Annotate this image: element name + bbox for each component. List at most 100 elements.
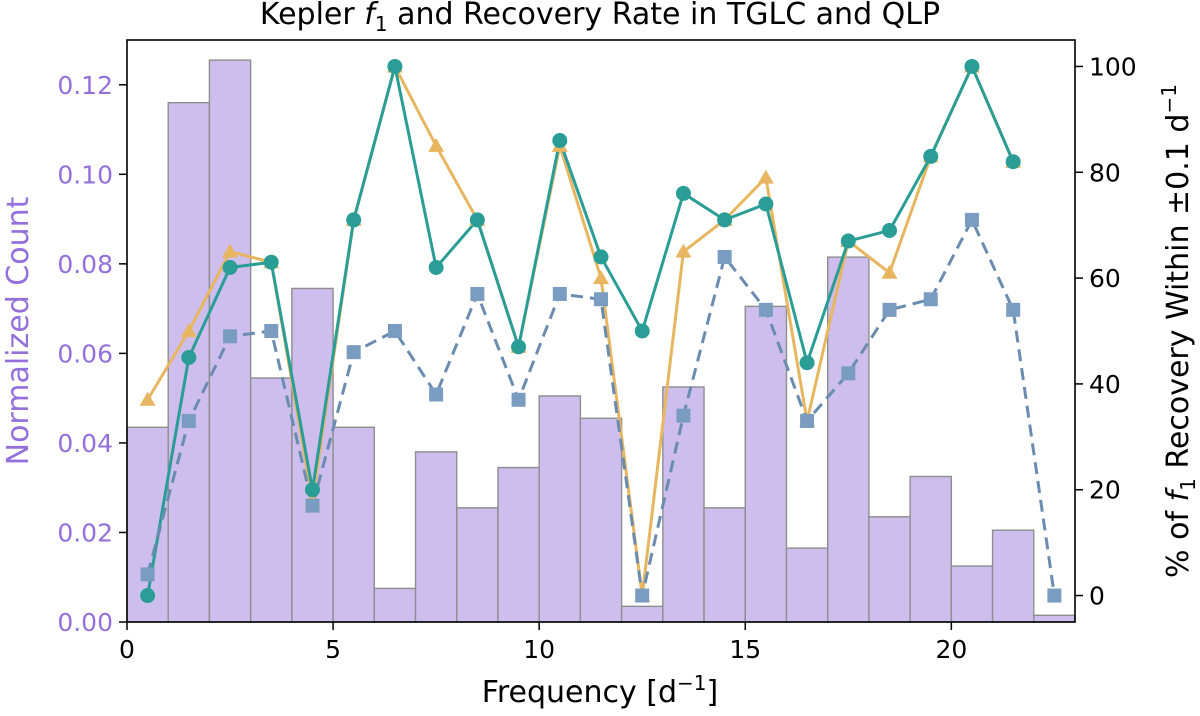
data-point-circle: [675, 185, 691, 201]
data-point-square: [181, 413, 196, 428]
right-axis-ticks: 0 20 40 60 80 100: [1075, 52, 1137, 611]
x-tick-label: 10: [523, 635, 555, 664]
right-tick-label: 40: [1089, 370, 1121, 399]
histogram-bar: [909, 475, 953, 623]
histogram-bar: [620, 605, 664, 623]
histogram-bar: [744, 305, 788, 623]
data-point-circle: [758, 196, 774, 212]
histogram-bar: [579, 417, 623, 623]
histogram-bar: [332, 426, 376, 623]
right-tick-label: 100: [1089, 52, 1137, 81]
data-point-circle: [511, 339, 527, 355]
histogram-bar: [703, 507, 746, 623]
histogram-bar: [373, 587, 417, 623]
right-tick-label: 20: [1089, 476, 1121, 505]
series-line-circle: [146, 64, 1015, 596]
x-axis-ticks: 0 5 10 15 20: [119, 622, 967, 664]
data-point-circle: [593, 249, 609, 265]
data-point-square: [635, 588, 650, 603]
data-point-square: [140, 567, 155, 582]
right-tick-label: 60: [1089, 264, 1121, 293]
data-point-square: [676, 408, 691, 423]
histogram-bar: [538, 395, 582, 623]
data-point-square: [264, 324, 279, 338]
histogram-bar: [414, 451, 458, 623]
histogram-bar: [826, 256, 870, 623]
data-point-triangle: [428, 137, 445, 152]
data-point-circle: [222, 260, 238, 276]
data-point-square: [800, 413, 815, 428]
x-tick-label: 5: [325, 635, 341, 664]
x-tick-label: 15: [729, 635, 761, 664]
data-point-square: [1047, 588, 1062, 603]
data-point-square: [223, 329, 238, 344]
data-point-circle: [1005, 154, 1021, 170]
data-point-triangle: [881, 264, 898, 279]
data-point-circle: [304, 482, 320, 498]
left-tick-label: 0.08: [57, 250, 113, 279]
histogram-bar: [785, 547, 829, 623]
data-point-triangle: [139, 391, 156, 406]
data-point-square: [470, 286, 485, 301]
x-tick-label: 0: [119, 635, 135, 664]
data-point-triangle: [593, 270, 609, 285]
data-point-circle: [387, 58, 403, 74]
data-point-square: [387, 324, 402, 338]
data-point-square: [882, 302, 897, 317]
right-tick-label: 80: [1089, 158, 1121, 187]
data-point-square: [552, 286, 567, 301]
left-axis-label: Normalized Count: [1, 196, 36, 465]
left-tick-label: 0.00: [57, 608, 113, 637]
histogram-bar: [868, 516, 911, 623]
left-tick-label: 0.04: [57, 429, 113, 458]
data-point-square: [841, 366, 856, 381]
left-axis-ticks: 0.00 0.02 0.04 0.06 0.08 0.10 0.12: [57, 71, 127, 637]
data-point-circle: [840, 233, 856, 249]
histogram-bar: [950, 565, 994, 623]
data-point-circle: [552, 133, 568, 149]
data-point-triangle: [675, 243, 692, 258]
data-point-square: [594, 292, 608, 307]
x-tick-label: 20: [935, 635, 967, 664]
data-point-circle: [717, 212, 733, 228]
data-point-circle: [469, 212, 485, 228]
histogram-bar: [497, 466, 540, 623]
histogram-bars: [126, 59, 1076, 623]
data-point-circle: [882, 222, 898, 238]
data-point-square: [511, 392, 526, 407]
data-point-circle: [346, 212, 362, 228]
left-tick-label: 0.12: [57, 71, 113, 100]
data-point-circle: [634, 323, 650, 339]
left-tick-label: 0.02: [57, 518, 113, 547]
data-point-circle: [428, 260, 444, 276]
data-point-circle: [799, 355, 815, 371]
data-point-square: [305, 498, 320, 513]
data-point-square: [429, 387, 444, 402]
data-point-square: [758, 302, 773, 317]
histogram-bar: [662, 386, 705, 623]
plot-frame: [126, 39, 1076, 623]
data-point-circle: [140, 588, 156, 604]
histogram-bar: [456, 507, 499, 623]
chart-title: Kepler f1 and Recovery Rate in TGLC and …: [260, 0, 940, 36]
x-axis-label: Frequency [d−1]: [482, 671, 718, 710]
left-tick-label: 0.06: [57, 339, 113, 368]
data-point-triangle: [180, 323, 197, 337]
left-tick-label: 0.10: [57, 160, 113, 189]
data-point-triangle: [757, 169, 774, 184]
right-tick-label: 0: [1089, 582, 1105, 611]
histogram-bar: [249, 377, 293, 623]
series-markers: [139, 58, 1062, 604]
right-axis-label: % of f1 Recovery Within ±0.1 d−1: [1157, 84, 1200, 578]
data-point-triangle: [222, 243, 239, 258]
data-point-circle: [263, 254, 279, 270]
data-point-circle: [964, 58, 980, 74]
data-point-square: [964, 212, 979, 227]
histogram-bar: [991, 529, 1035, 623]
data-point-square: [346, 345, 361, 360]
data-point-circle: [181, 349, 197, 365]
data-point-square: [1006, 302, 1021, 317]
histogram-bar: [1033, 614, 1076, 623]
data-point-circle: [923, 148, 939, 164]
